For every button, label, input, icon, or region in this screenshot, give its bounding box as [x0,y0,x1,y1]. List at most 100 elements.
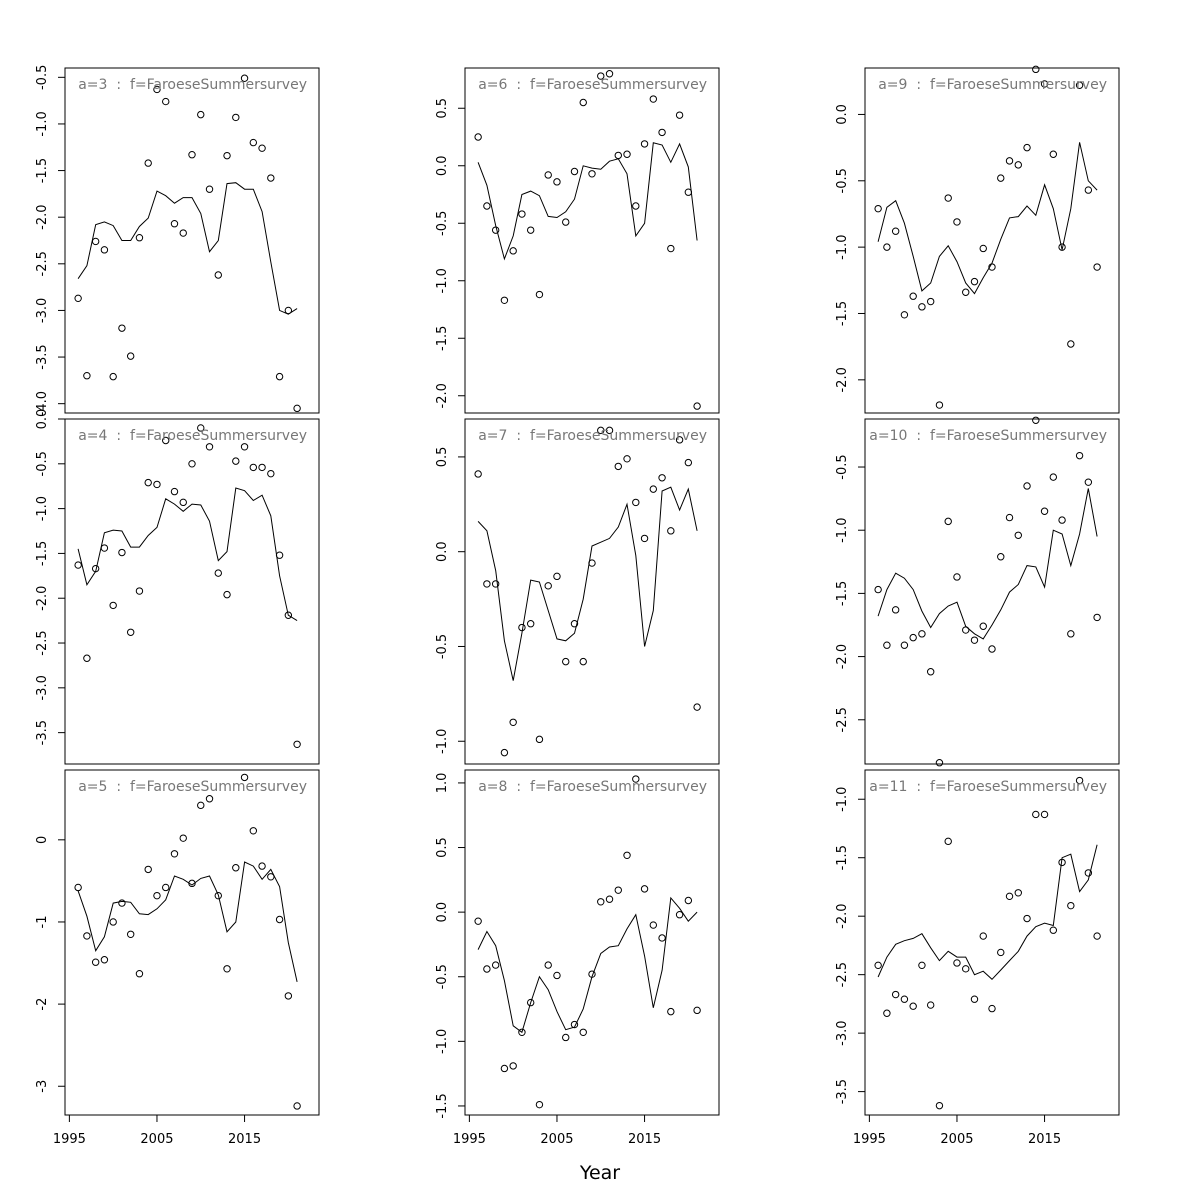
data-point [258,862,266,870]
y-tick-label: -1.0 [835,518,850,543]
y-tick-label: -3.5 [35,344,50,369]
data-point [570,167,579,176]
data-point [83,932,91,940]
data-point [135,587,144,595]
plot-frame [64,769,320,1116]
panel-2: 0.5 0.0 -0.5 -1.0 -1.5 -2.0 a=6 : f=FaroeseSum… [435,67,720,414]
data-point [214,271,222,279]
data-point [188,879,196,888]
y-tick-label: 0.5 [435,98,450,119]
data-point [926,1001,935,1009]
data-point [249,138,258,147]
y-tick-label: -1 [35,915,50,928]
plot-frame [864,67,1120,414]
data-point [1023,482,1031,490]
data-point [170,850,179,858]
data-point [874,585,882,594]
data-point [926,297,935,306]
data-point [605,70,614,78]
data-point [153,891,161,900]
data-point [883,243,891,251]
observed-points [474,775,701,1109]
data-point [1014,531,1022,539]
data-point [83,654,91,662]
data-point [1084,478,1093,486]
data-point [162,436,170,445]
data-point [188,151,196,159]
fitted-line [877,142,1098,295]
observed-points [474,426,701,757]
panel-4: 0.0 -0.5 -1.0 -1.5 -2.0 -2.5 -3.0 -3.5 a=4 : f=F… [35,409,320,765]
y-tick-label: -2.0 [35,586,50,611]
y-axis: 1.0 0.5 0.0 -0.5 -1.0 -1.5 [435,773,465,1119]
fitted-line [77,182,298,315]
data-point [535,735,544,744]
data-point [597,426,605,435]
y-axis: -1.0 -1.5 -2.0 -2.5 -3.0 -3.5 [835,787,865,1104]
fitted-line [477,142,698,261]
data-point [135,234,144,242]
x-axis: 1995 2005 2015 [453,1115,661,1147]
x-tick-label: 2005 [540,1132,573,1147]
panel-title: a=9 : f=FaroeseSummersurvey [878,77,1107,93]
data-point [535,1100,544,1109]
y-tick-label: -1.5 [35,541,50,566]
data-point [144,478,152,487]
data-point [179,834,187,842]
data-point [953,218,961,226]
data-point [509,1062,517,1070]
y-axis: 0.5 0.0 -0.5 -1.0 [435,447,465,754]
observed-points [874,776,1101,1110]
data-point [153,480,161,489]
data-point [126,352,135,360]
data-point [483,202,491,210]
data-point [83,372,91,380]
y-tick-label: 1.0 [435,773,450,794]
plot-frame [864,769,1120,1116]
data-point [597,898,605,906]
y-tick-label: -3.5 [835,1079,850,1104]
data-point [874,204,882,213]
data-point [544,582,552,590]
data-point [170,220,179,228]
data-point [518,623,526,632]
data-point [1005,513,1014,522]
data-point [232,864,240,872]
x-tick-label: 2015 [1028,1132,1061,1147]
panel-title: a=11 : f=FaroeseSummersurvey [869,779,1107,795]
data-point [632,202,640,210]
data-point [649,485,658,493]
data-point [693,402,701,410]
y-tick-label: 0.5 [435,447,450,468]
plot-frame [64,418,320,765]
y-tick-label: -2.0 [435,383,450,408]
data-point [597,72,605,80]
data-point [518,1028,526,1037]
data-point [874,961,882,970]
data-point [962,965,970,973]
y-tick-label: -0.5 [435,964,450,989]
data-point [918,630,926,638]
panel-title: a=5 : f=FaroeseSummersurvey [78,779,307,795]
y-tick-label: 0.0 [435,902,450,923]
data-point [144,159,152,167]
observed-points [874,65,1101,409]
data-point [267,174,275,182]
data-point [1093,932,1101,940]
y-tick-label: -2.5 [35,251,50,276]
data-point [891,606,900,614]
data-point [509,718,517,726]
data-point [544,171,552,179]
data-point [1093,263,1101,271]
data-point [1005,892,1014,901]
data-point [275,372,284,381]
y-tick-label: -1.5 [435,326,450,351]
y-tick-label: -2 [35,998,50,1011]
data-point [284,306,293,315]
data-point [658,128,666,137]
data-point [988,645,996,653]
y-tick-label: -1.5 [35,158,50,183]
data-point [483,965,491,973]
